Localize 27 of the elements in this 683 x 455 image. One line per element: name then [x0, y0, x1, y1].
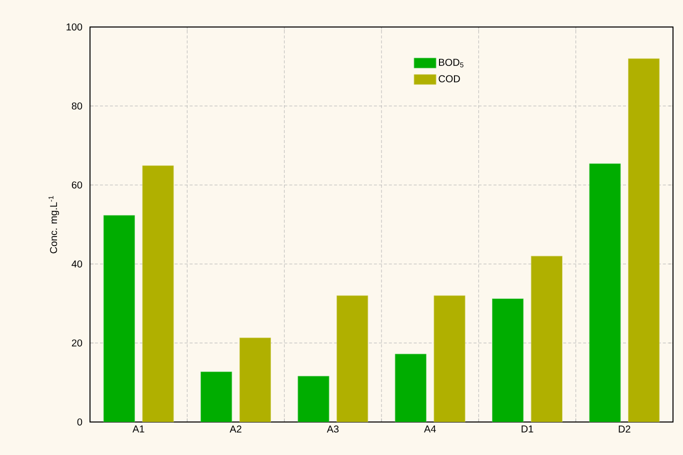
bar: [239, 338, 271, 422]
bar: [298, 376, 330, 422]
bar: [589, 163, 621, 422]
y-tick-label: 20: [72, 339, 82, 347]
x-tick-label: A3: [326, 426, 339, 433]
x-tick-label: A1: [132, 426, 144, 432]
bar: [530, 256, 562, 422]
y-tick-label: 100: [66, 23, 82, 31]
bar: [336, 295, 368, 422]
y-axis-title: Conc. mg.L$^{-1}$: [48, 196, 60, 254]
y-tick-label: 60: [72, 181, 82, 189]
legend-label: BOD$_{5}$: [439, 58, 464, 68]
x-tick-label: A4: [424, 426, 436, 432]
x-tick-label: D2: [618, 426, 630, 432]
bar: [200, 372, 232, 422]
bar: [103, 215, 135, 422]
x-tick-label: D1: [522, 426, 534, 432]
bar: [434, 295, 466, 422]
bar: [628, 58, 660, 422]
y-tick-label: 40: [72, 260, 82, 268]
legend-label: COD: [438, 75, 460, 82]
bar: [142, 165, 174, 422]
y-tick-label: 80: [72, 102, 82, 110]
x-tick-label: A2: [230, 426, 242, 432]
bar: [492, 298, 524, 422]
y-tick-label: 0: [77, 418, 82, 426]
bar: [394, 354, 426, 422]
